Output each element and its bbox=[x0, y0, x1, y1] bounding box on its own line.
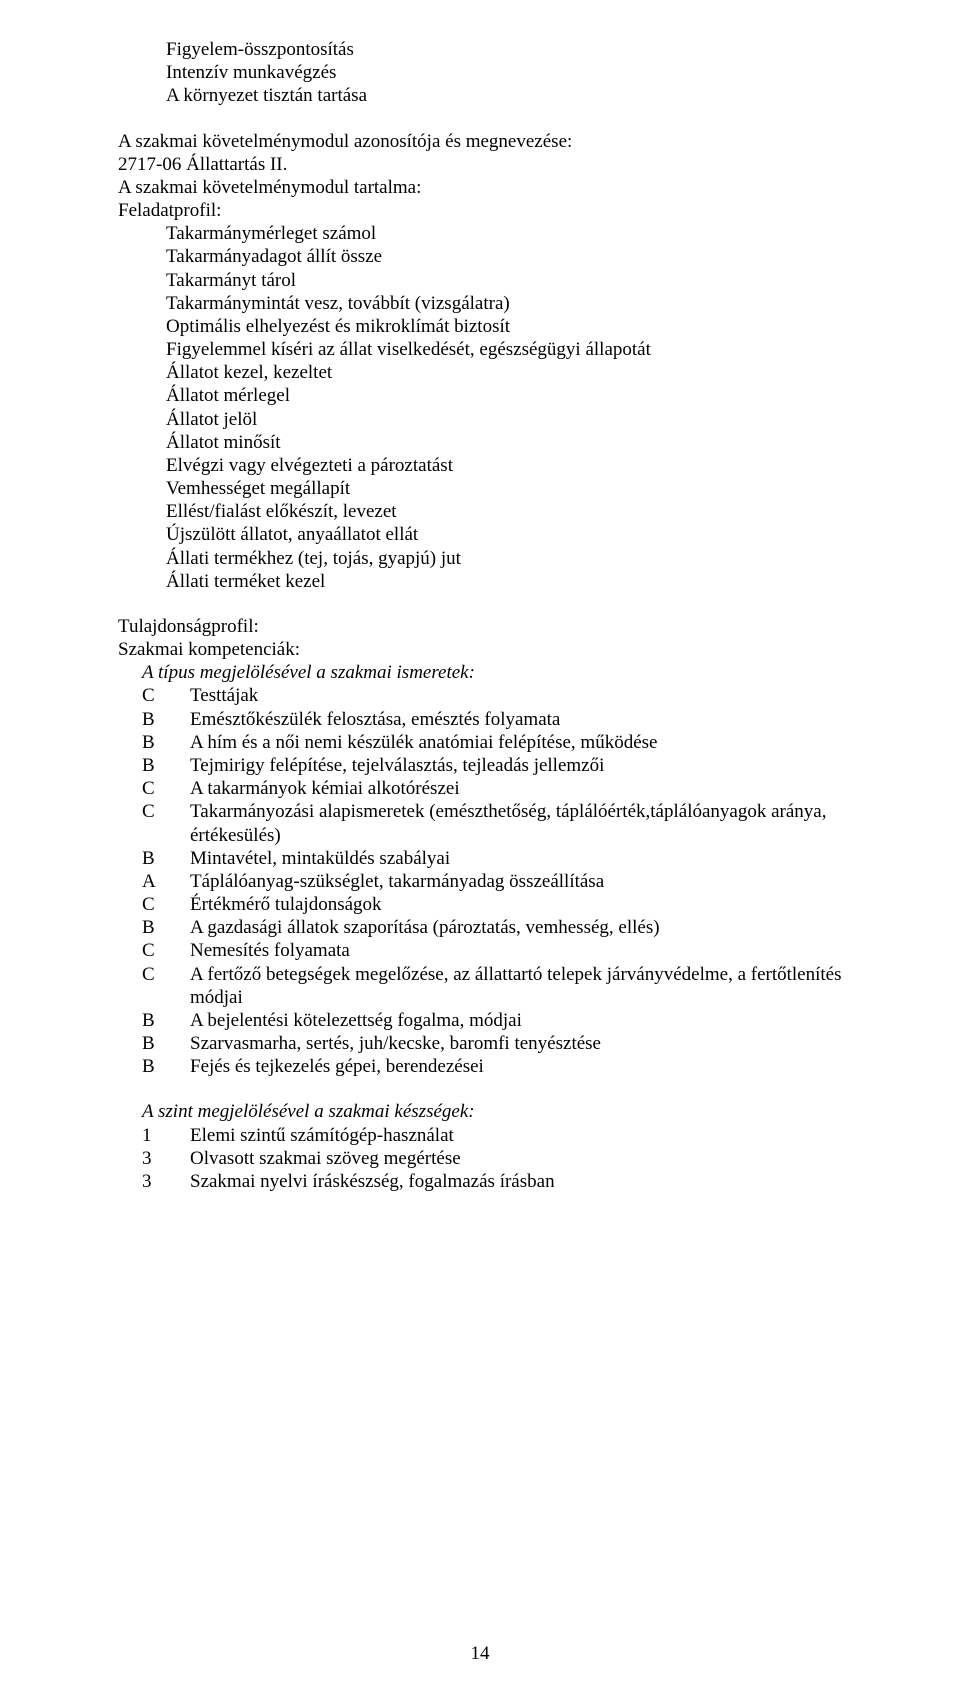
list-item-key: A bbox=[142, 870, 190, 893]
list-item-key: B bbox=[142, 916, 190, 939]
intro-line: A környezet tisztán tartása bbox=[166, 84, 842, 107]
feladat-item: Ellést/fialást előkészít, levezet bbox=[166, 500, 842, 523]
ismeretek-list: CTesttájakBEmésztőkészülék felosztása, e… bbox=[142, 684, 842, 1078]
list-item: CA takarmányok kémiai alkotórészei bbox=[142, 777, 842, 800]
kompetenciak-label: Szakmai kompetenciák: bbox=[118, 638, 842, 661]
keszsegek-heading: A szint megjelölésével a szakmai készség… bbox=[142, 1100, 842, 1123]
list-item-value: A takarmányok kémiai alkotórészei bbox=[190, 777, 842, 800]
intro-line: Figyelem-összpontosítás bbox=[166, 38, 842, 61]
list-item-key: B bbox=[142, 1055, 190, 1078]
list-item-value: A gazdasági állatok szaporítása (pározta… bbox=[190, 916, 842, 939]
feladat-item: Állati termékhez (tej, tojás, gyapjú) ju… bbox=[166, 547, 842, 570]
list-item-value: A hím és a női nemi készülék anatómiai f… bbox=[190, 731, 842, 754]
document-page: Figyelem-összpontosítás Intenzív munkavé… bbox=[0, 0, 960, 1693]
list-item-value: Elemi szintű számítógép-használat bbox=[190, 1124, 842, 1147]
list-item-key: B bbox=[142, 754, 190, 777]
list-item-value: Olvasott szakmai szöveg megértése bbox=[190, 1147, 842, 1170]
list-item-key: C bbox=[142, 963, 190, 1009]
feladat-item: Állati terméket kezel bbox=[166, 570, 842, 593]
list-item-key: C bbox=[142, 800, 190, 846]
feladatprofil-label: Feladatprofil: bbox=[118, 199, 842, 222]
list-item-value: Szakmai nyelvi íráskészség, fogalmazás í… bbox=[190, 1170, 842, 1193]
list-item: 3Olvasott szakmai szöveg megértése bbox=[142, 1147, 842, 1170]
tulajdonsagprofil-label: Tulajdonságprofil: bbox=[118, 615, 842, 638]
list-item-key: C bbox=[142, 893, 190, 916]
list-item-value: A bejelentési kötelezettség fogalma, mód… bbox=[190, 1009, 842, 1032]
list-item-key: 3 bbox=[142, 1147, 190, 1170]
list-item-value: Értékmérő tulajdonságok bbox=[190, 893, 842, 916]
feladat-item: Takarmánymintát vesz, továbbít (vizsgála… bbox=[166, 292, 842, 315]
keszsegek-section: A szint megjelölésével a szakmai készség… bbox=[142, 1100, 842, 1193]
ismeretek-heading: A típus megjelölésével a szakmai ismeret… bbox=[142, 661, 842, 684]
list-item-value: Testtájak bbox=[190, 684, 842, 707]
feladat-item: Elvégzi vagy elvégezteti a pároztatást bbox=[166, 454, 842, 477]
list-item-key: 1 bbox=[142, 1124, 190, 1147]
list-item: CTakarmányozási alapismeretek (emészthet… bbox=[142, 800, 842, 846]
ismeretek-section: A típus megjelölésével a szakmai ismeret… bbox=[142, 661, 842, 1078]
list-item: CÉrtékmérő tulajdonságok bbox=[142, 893, 842, 916]
page-number: 14 bbox=[0, 1642, 960, 1665]
list-item: BTejmirigy felépítése, tejelválasztás, t… bbox=[142, 754, 842, 777]
module-content-label: A szakmai követelménymodul tartalma: bbox=[118, 176, 842, 199]
list-item: 3Szakmai nyelvi íráskészség, fogalmazás … bbox=[142, 1170, 842, 1193]
list-item-value: Szarvasmarha, sertés, juh/kecske, baromf… bbox=[190, 1032, 842, 1055]
feladat-item: Takarmánymérleget számol bbox=[166, 222, 842, 245]
list-item: BA hím és a női nemi készülék anatómiai … bbox=[142, 731, 842, 754]
list-item-key: 3 bbox=[142, 1170, 190, 1193]
list-item-key: C bbox=[142, 684, 190, 707]
keszsegek-list: 1Elemi szintű számítógép-használat3Olvas… bbox=[142, 1124, 842, 1194]
feladat-item: Figyelemmel kíséri az állat viselkedését… bbox=[166, 338, 842, 361]
module-id: 2717-06 Állattartás II. bbox=[118, 153, 842, 176]
list-item-value: Emésztőkészülék felosztása, emésztés fol… bbox=[190, 708, 842, 731]
intro-block: Figyelem-összpontosítás Intenzív munkavé… bbox=[166, 38, 842, 108]
list-item-value: Táplálóanyag-szükséglet, takarmányadag ö… bbox=[190, 870, 842, 893]
list-item-value: Tejmirigy felépítése, tejelválasztás, te… bbox=[190, 754, 842, 777]
list-item-value: Fejés és tejkezelés gépei, berendezései bbox=[190, 1055, 842, 1078]
list-item-key: C bbox=[142, 939, 190, 962]
list-item-key: B bbox=[142, 731, 190, 754]
module-id-label: A szakmai követelménymodul azonosítója é… bbox=[118, 130, 842, 153]
list-item-value: Mintavétel, mintaküldés szabályai bbox=[190, 847, 842, 870]
feladat-item: Optimális elhelyezést és mikroklímát biz… bbox=[166, 315, 842, 338]
list-item-key: C bbox=[142, 777, 190, 800]
feladat-item: Állatot minősít bbox=[166, 431, 842, 454]
list-item-key: B bbox=[142, 708, 190, 731]
list-item: BSzarvasmarha, sertés, juh/kecske, barom… bbox=[142, 1032, 842, 1055]
feladat-item: Állatot kezel, kezeltet bbox=[166, 361, 842, 384]
list-item-value: A fertőző betegségek megelőzése, az álla… bbox=[190, 963, 842, 1009]
list-item: CTesttájak bbox=[142, 684, 842, 707]
list-item: 1Elemi szintű számítógép-használat bbox=[142, 1124, 842, 1147]
list-item: BFejés és tejkezelés gépei, berendezései bbox=[142, 1055, 842, 1078]
feladat-item: Állatot mérlegel bbox=[166, 384, 842, 407]
list-item: ATáplálóanyag-szükséglet, takarmányadag … bbox=[142, 870, 842, 893]
list-item-key: B bbox=[142, 1009, 190, 1032]
feladat-item: Állatot jelöl bbox=[166, 408, 842, 431]
list-item-key: B bbox=[142, 1032, 190, 1055]
feladat-list: Takarmánymérleget számol Takarmányadagot… bbox=[166, 222, 842, 593]
feladat-item: Takarmányt tárol bbox=[166, 269, 842, 292]
list-item: BA bejelentési kötelezettség fogalma, mó… bbox=[142, 1009, 842, 1032]
list-item-key: B bbox=[142, 847, 190, 870]
list-item: BA gazdasági állatok szaporítása (pározt… bbox=[142, 916, 842, 939]
list-item: BEmésztőkészülék felosztása, emésztés fo… bbox=[142, 708, 842, 731]
feladat-item: Vemhességet megállapít bbox=[166, 477, 842, 500]
feladat-item: Takarmányadagot állít össze bbox=[166, 245, 842, 268]
feladat-item: Újszülött állatot, anyaállatot ellát bbox=[166, 523, 842, 546]
intro-line: Intenzív munkavégzés bbox=[166, 61, 842, 84]
list-item-value: Takarmányozási alapismeretek (emészthető… bbox=[190, 800, 842, 846]
list-item-value: Nemesítés folyamata bbox=[190, 939, 842, 962]
list-item: BMintavétel, mintaküldés szabályai bbox=[142, 847, 842, 870]
list-item: CNemesítés folyamata bbox=[142, 939, 842, 962]
list-item: CA fertőző betegségek megelőzése, az áll… bbox=[142, 963, 842, 1009]
